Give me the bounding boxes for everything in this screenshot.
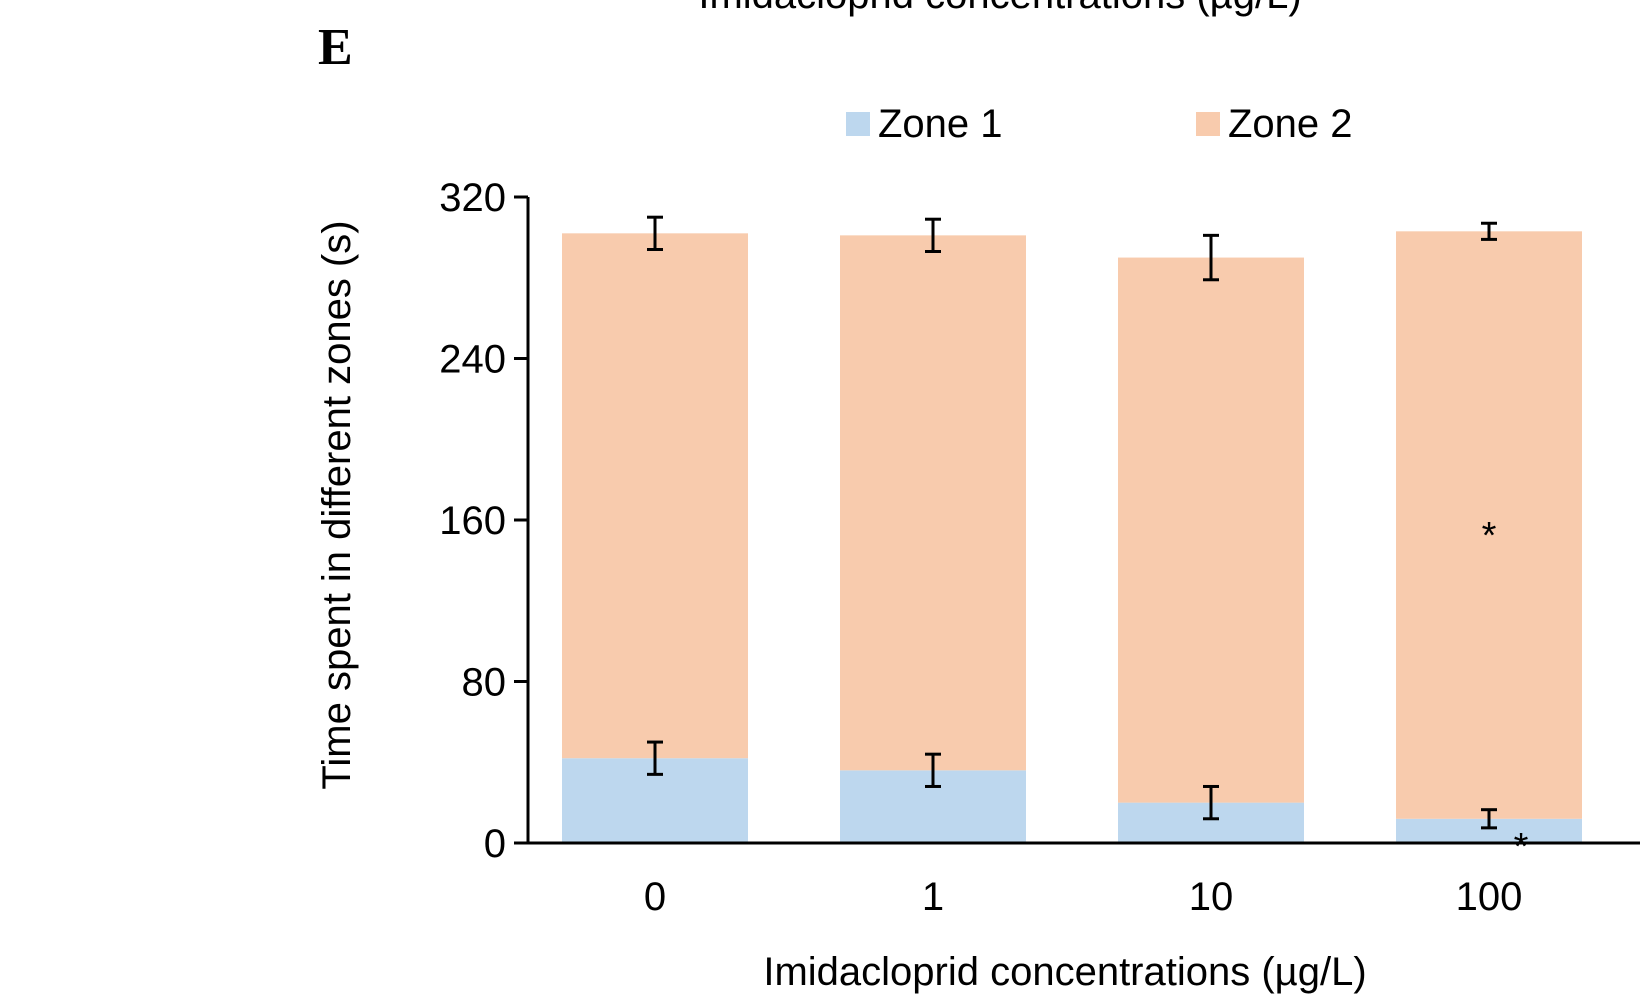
- bar-zone-2-1: [840, 235, 1026, 771]
- legend-item-zone-1: Zone 1: [846, 102, 1003, 146]
- x-tick-label: 0: [644, 875, 666, 919]
- error-bar-zone-1-0: [647, 740, 663, 776]
- error-bar-zone-2-0: [647, 215, 663, 251]
- error-bar-zone-1-100: [1481, 808, 1497, 830]
- legend-swatch: [846, 112, 870, 136]
- y-tick-label: 80: [462, 661, 507, 705]
- legend-label: Zone 2: [1228, 102, 1353, 146]
- y-axis-label: Time spent in different zones (s): [315, 220, 359, 789]
- error-bars: [647, 215, 1497, 830]
- legend-swatch: [1196, 112, 1220, 136]
- y-tick-label: 320: [439, 176, 506, 220]
- panel-label: E: [318, 19, 353, 76]
- top-caption: Imidacloprid concentrations (µg/L): [698, 0, 1301, 17]
- error-bar-zone-2-100: [1481, 221, 1497, 241]
- legend: Zone 1 Zone 2: [846, 102, 1353, 146]
- y-tick-label: 0: [484, 822, 506, 866]
- x-tick-label: 10: [1189, 875, 1234, 919]
- significance-marker: *: [1514, 826, 1529, 868]
- error-bar-zone-1-1: [925, 752, 941, 788]
- error-bar-zone-2-1: [925, 217, 941, 254]
- error-bar-zone-2-10: [1203, 233, 1219, 282]
- error-bar-zone-1-10: [1203, 784, 1219, 821]
- annotations: **: [1482, 515, 1529, 868]
- significance-marker: *: [1482, 515, 1497, 557]
- legend-item-zone-2: Zone 2: [1196, 102, 1353, 146]
- y-axis: 0 80 160 240 320: [439, 176, 530, 866]
- x-axis-label: Imidacloprid concentrations (µg/L): [763, 950, 1366, 994]
- y-tick-label: 160: [439, 499, 506, 543]
- y-tick-label: 240: [439, 338, 506, 382]
- x-tick-label: 100: [1456, 875, 1523, 919]
- bar-zone-2-100: [1396, 231, 1582, 819]
- bars: [562, 231, 1582, 843]
- bar-zone-2-0: [562, 233, 748, 759]
- legend-label: Zone 1: [878, 102, 1003, 146]
- x-tick-label: 1: [922, 875, 944, 919]
- bar-zone-2-10: [1118, 257, 1304, 803]
- x-axis: 0 1 10 100: [528, 841, 1640, 919]
